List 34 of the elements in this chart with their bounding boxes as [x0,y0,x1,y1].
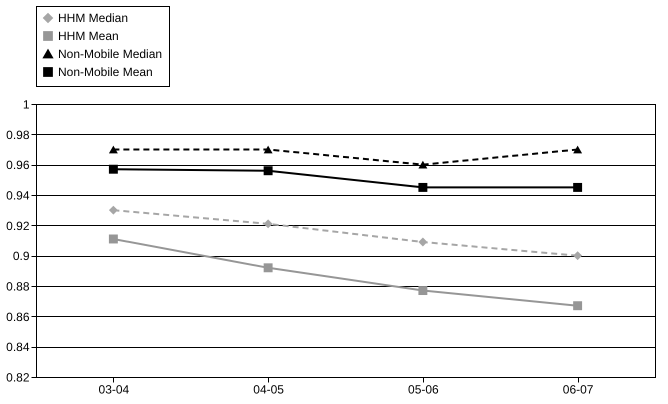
x-tick-label: 05-06 [408,382,440,396]
point [108,234,118,244]
point [418,286,428,296]
y-tick-label: 0.9 [12,249,30,264]
point [264,166,273,176]
legend-label: HHM Mean [58,29,119,43]
y-tick-label: 0.92 [6,218,30,233]
point [573,301,582,310]
y-tick-label: 0.98 [6,128,30,142]
x-tick-label: 04-05 [253,382,284,396]
point [108,146,118,154]
y-tick-label: 0.86 [6,310,30,324]
point [108,164,118,174]
point [573,251,582,260]
legend-label: Non-Mobile Mean [58,65,153,79]
legend-label: HHM Median [58,11,128,25]
point [418,238,428,246]
point [108,206,118,215]
point [573,146,582,154]
point [264,219,273,228]
y-tick-label: 0.82 [6,370,30,384]
point [264,146,273,154]
x-tick-label: 03-04 [98,382,130,396]
point [418,160,428,169]
y-tick-label: 0.94 [6,188,30,202]
legend-label: Non-Mobile Median [58,47,162,61]
x-tick-label: 06-07 [562,382,594,396]
y-tick-label: 0.96 [6,158,30,172]
point [418,182,428,192]
point [264,263,273,272]
y-tick-label: 0.88 [6,280,30,294]
point [573,182,582,192]
y-tick-label: 0.84 [6,340,30,354]
y-tick-label: 1 [22,98,30,112]
